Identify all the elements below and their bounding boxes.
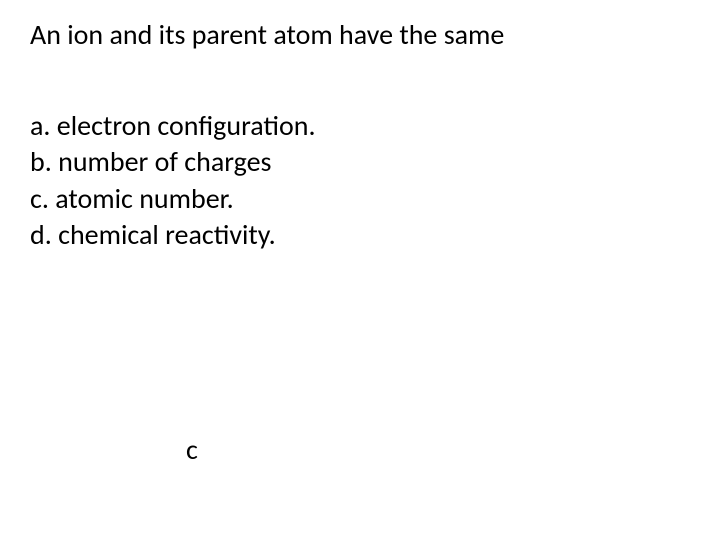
question-text: An ion and its parent atom have the same bbox=[30, 18, 504, 52]
answer-text: c bbox=[186, 432, 198, 467]
option-b: b. number of charges bbox=[30, 144, 316, 180]
options-block: a. electron configuration. b. number of … bbox=[30, 108, 316, 254]
option-d: d. chemical reactivity. bbox=[30, 217, 316, 253]
option-c: c. atomic number. bbox=[30, 181, 316, 217]
option-a: a. electron configuration. bbox=[30, 108, 316, 144]
